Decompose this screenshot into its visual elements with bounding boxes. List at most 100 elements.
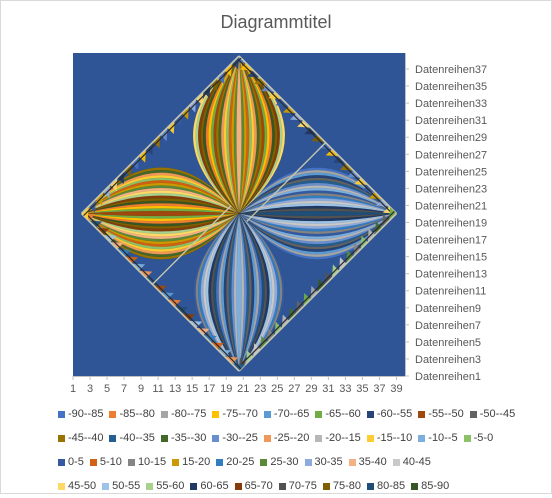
surface-edge-tooth [124, 256, 138, 264]
x-tick-label: 33 [339, 383, 351, 395]
legend-label: 50-55 [112, 480, 141, 492]
x-tick-label: 15 [186, 383, 198, 395]
surface-edge-tooth [360, 235, 368, 250]
surface-edge-tooth [375, 221, 383, 235]
surface-edge-tooth [203, 84, 211, 99]
surface-edge-tooth [210, 77, 218, 92]
legend-item: 70-75 [278, 480, 317, 492]
surface-edge-tooth [145, 141, 154, 156]
surface-edge-tooth [346, 250, 354, 264]
surface-edge-tooth [310, 285, 318, 300]
legend-item: -10--5 [418, 432, 458, 444]
legend-swatch [322, 482, 330, 490]
surface-edge-tooth [274, 321, 282, 336]
surface-edge-tooth [361, 184, 376, 193]
legend-swatch [89, 458, 97, 466]
legend-item: -35--30 [160, 432, 206, 444]
surface-edge-tooth [188, 98, 197, 113]
surface-edge-tooth [174, 113, 182, 127]
legend-item: 80-85 [366, 480, 405, 492]
surface-edge-tooth [367, 228, 376, 243]
surface-edge-tooth [267, 328, 275, 343]
surface-edge-tooth [311, 134, 325, 142]
surface-edge-tooth [246, 350, 254, 364]
x-tick-label: 13 [169, 383, 181, 395]
legend-item: 60-65 [190, 480, 229, 492]
legend-item: 50-55 [102, 480, 140, 492]
legend-item: -40--35 [109, 432, 155, 444]
legend-swatch [263, 410, 271, 418]
x-tick-label: 3 [87, 383, 93, 395]
surface-edge-tooth [160, 127, 168, 142]
legend-item: -70--65 [263, 408, 309, 420]
y-tick-label: Datenreihen23 [415, 183, 487, 195]
x-tick-label: 37 [373, 383, 385, 395]
surface-edge-tooth [181, 106, 189, 120]
legend-item: 45-50 [58, 480, 96, 492]
legend-swatch [216, 458, 224, 466]
legend-label: -30--25 [222, 432, 258, 444]
legend-swatch [109, 434, 117, 442]
surface-edge-tooth [275, 98, 290, 107]
surface-edge [80, 55, 240, 215]
legend-label: -80--75 [170, 408, 207, 420]
y-tick-label: Datenreihen13 [415, 269, 487, 281]
x-tick-label: 35 [356, 383, 368, 395]
y-tick-label: Datenreihen21 [415, 200, 487, 212]
legend-label: -85--80 [119, 408, 155, 420]
x-tick-label: 19 [220, 383, 232, 395]
legend-label: 0-5 [68, 456, 84, 468]
legend-item: -90--85 [58, 408, 103, 420]
legend-label: 60-65 [200, 480, 229, 492]
y-tick-label: Datenreihen37 [415, 64, 487, 76]
legend-label: 5-10 [99, 456, 122, 468]
legend-label: 85-90 [421, 480, 450, 492]
surface-edge-tooth [131, 156, 139, 170]
surface-edge-inner [236, 57, 395, 217]
surface-edge [238, 212, 398, 372]
legend-swatch [304, 458, 312, 466]
legend-item: 20-25 [216, 456, 254, 468]
legend-item: -5-0 [463, 432, 493, 444]
surface-edge-tooth [88, 199, 96, 213]
legend-label: -40--35 [119, 432, 155, 444]
legend-swatch [146, 482, 154, 490]
surface-edge-tooth [353, 242, 361, 257]
legend-item: -55--50 [418, 408, 464, 420]
legend-label: -60--55 [376, 408, 413, 420]
surface-edge-tooth [260, 335, 268, 350]
legend-swatch [58, 482, 65, 490]
y-tick-label: Datenreihen31 [415, 115, 487, 127]
surface-edge-tooth [117, 170, 125, 185]
x-tick-label: 31 [322, 383, 334, 395]
legend-swatch [418, 410, 426, 418]
surface-edge-tooth [131, 263, 146, 271]
legend-label: -50--45 [479, 408, 516, 420]
legend-label: 70-75 [288, 480, 317, 492]
surface-edge-tooth [268, 91, 282, 99]
surface-edge-tooth [339, 257, 347, 271]
y-tick-label: Datenreihen3 [415, 354, 481, 366]
surface-edge-tooth [282, 106, 297, 114]
legend-swatch [172, 458, 180, 466]
surface-edge-tooth [153, 285, 167, 293]
y-tick-label: Datenreihen17 [415, 235, 487, 247]
legend-item: -30--25 [212, 432, 258, 444]
legend-swatch [392, 458, 400, 466]
legend-label: 30-35 [314, 456, 343, 468]
legend-label: 45-50 [68, 480, 97, 492]
surface-edge-tooth [332, 264, 340, 278]
legend-item: 35-40 [348, 456, 387, 468]
legend-label: 15-20 [182, 456, 211, 468]
legend-item: -20--15 [315, 432, 361, 444]
legend-swatch [127, 458, 135, 466]
surface-edge-tooth [196, 328, 210, 336]
surface-edge-tooth [110, 242, 124, 250]
x-tick-label: 25 [271, 383, 283, 395]
legend-item: -60--55 [366, 408, 413, 420]
legend-item: -45--40 [58, 432, 103, 444]
legend-label: 25-30 [270, 456, 299, 468]
legend-item: 30-35 [304, 456, 343, 468]
x-tick-label: 5 [104, 383, 110, 395]
legend-item: -25--20 [263, 432, 309, 444]
